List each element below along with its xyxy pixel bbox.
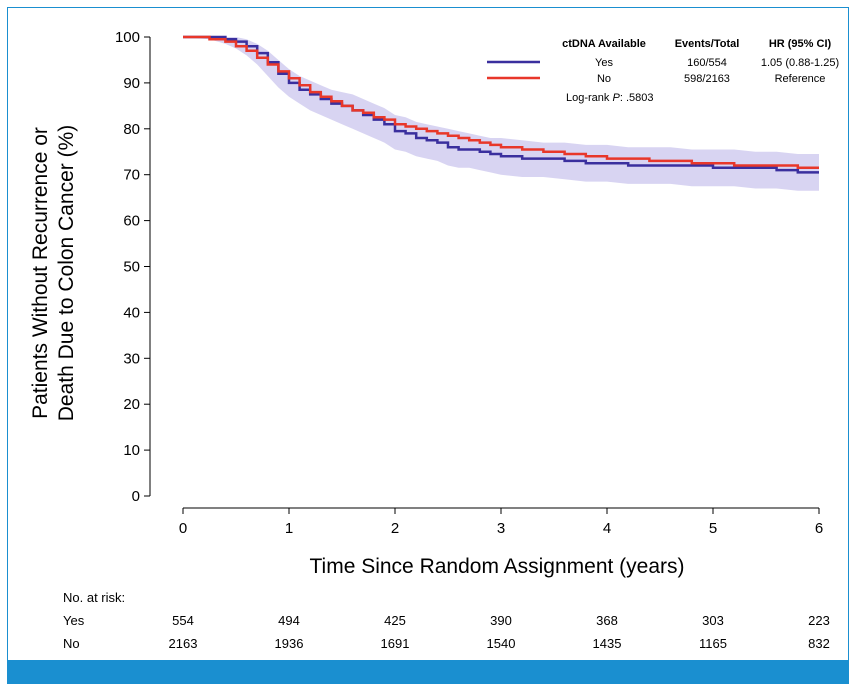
- at-risk-table: No. at risk: Yes No 554 494 425 390 368 303 22…: [63, 590, 830, 651]
- axes: 0 10 20 30 40 50 60 70 80 90 100 0 1 2 3 4 5 6: [115, 29, 823, 537]
- legend-events-yes: 160/554: [687, 57, 727, 69]
- y-tick-label: 30: [123, 350, 140, 367]
- legend-header-hr: HR (95% CI): [769, 38, 832, 50]
- at-risk-value-yes: 368: [596, 613, 618, 628]
- y-tick-label: 0: [132, 488, 140, 505]
- confidence-band-yes: [183, 37, 819, 191]
- legend-hr-yes: 1.05 (0.88-1.25): [761, 57, 839, 69]
- y-tick-label: 60: [123, 213, 140, 230]
- at-risk-value-no: 832: [808, 636, 830, 651]
- at-risk-value-no: 1540: [487, 636, 516, 651]
- confidence-band-layer: [183, 37, 819, 191]
- x-tick-label: 1: [285, 520, 293, 537]
- at-risk-value-yes: 425: [384, 613, 406, 628]
- at-risk-label-yes: Yes: [63, 613, 85, 628]
- legend-label-no: No: [597, 73, 611, 85]
- at-risk-value-yes: 303: [702, 613, 724, 628]
- x-tick-label: 0: [179, 520, 187, 537]
- at-risk-label-no: No: [63, 636, 80, 651]
- figure-frame: [7, 7, 849, 661]
- at-risk-value-yes: 390: [490, 613, 512, 628]
- y-tick-label: 100: [115, 29, 140, 46]
- at-risk-value-no: 2163: [169, 636, 198, 651]
- x-axis-title: Time Since Random Assignment (years): [309, 555, 684, 578]
- y-tick-label: 90: [123, 75, 140, 92]
- at-risk-value-no: 1435: [593, 636, 622, 651]
- legend-header-events: Events/Total: [675, 38, 740, 50]
- y-axis-title-line-1: Patients Without Recurrence or: [29, 127, 52, 419]
- survival-curves-layer: [183, 35, 819, 174]
- logrank-text: Log-rank P: .5803: [566, 92, 653, 104]
- legend: ctDNA Available Events/Total HR (95% CI)…: [487, 38, 839, 104]
- legend-label-yes: Yes: [595, 57, 613, 69]
- at-risk-title: No. at risk:: [63, 590, 125, 605]
- y-tick-label: 50: [123, 259, 140, 276]
- bottom-accent-bar: [7, 661, 849, 684]
- survival-curve-no: [183, 35, 819, 170]
- y-axis-title-line-2: Death Due to Colon Cancer (%): [55, 125, 78, 421]
- at-risk-value-no: 1936: [275, 636, 304, 651]
- y-tick-label: 20: [123, 396, 140, 413]
- x-tick-label: 3: [497, 520, 505, 537]
- x-tick-label: 5: [709, 520, 717, 537]
- at-risk-value-yes: 223: [808, 613, 830, 628]
- y-tick-label: 80: [123, 121, 140, 138]
- at-risk-value-no: 1691: [381, 636, 410, 651]
- legend-header-ctdna: ctDNA Available: [562, 38, 646, 50]
- at-risk-value-no: 1165: [699, 636, 727, 651]
- at-risk-value-yes: 554: [172, 613, 194, 628]
- legend-hr-no: Reference: [775, 73, 826, 85]
- y-tick-label: 70: [123, 167, 140, 184]
- at-risk-value-yes: 494: [278, 613, 300, 628]
- x-tick-label: 2: [391, 520, 399, 537]
- x-tick-label: 6: [815, 520, 823, 537]
- y-tick-label: 10: [123, 442, 140, 459]
- x-tick-label: 4: [603, 520, 611, 537]
- y-tick-label: 40: [123, 304, 140, 321]
- legend-events-no: 598/2163: [684, 73, 730, 85]
